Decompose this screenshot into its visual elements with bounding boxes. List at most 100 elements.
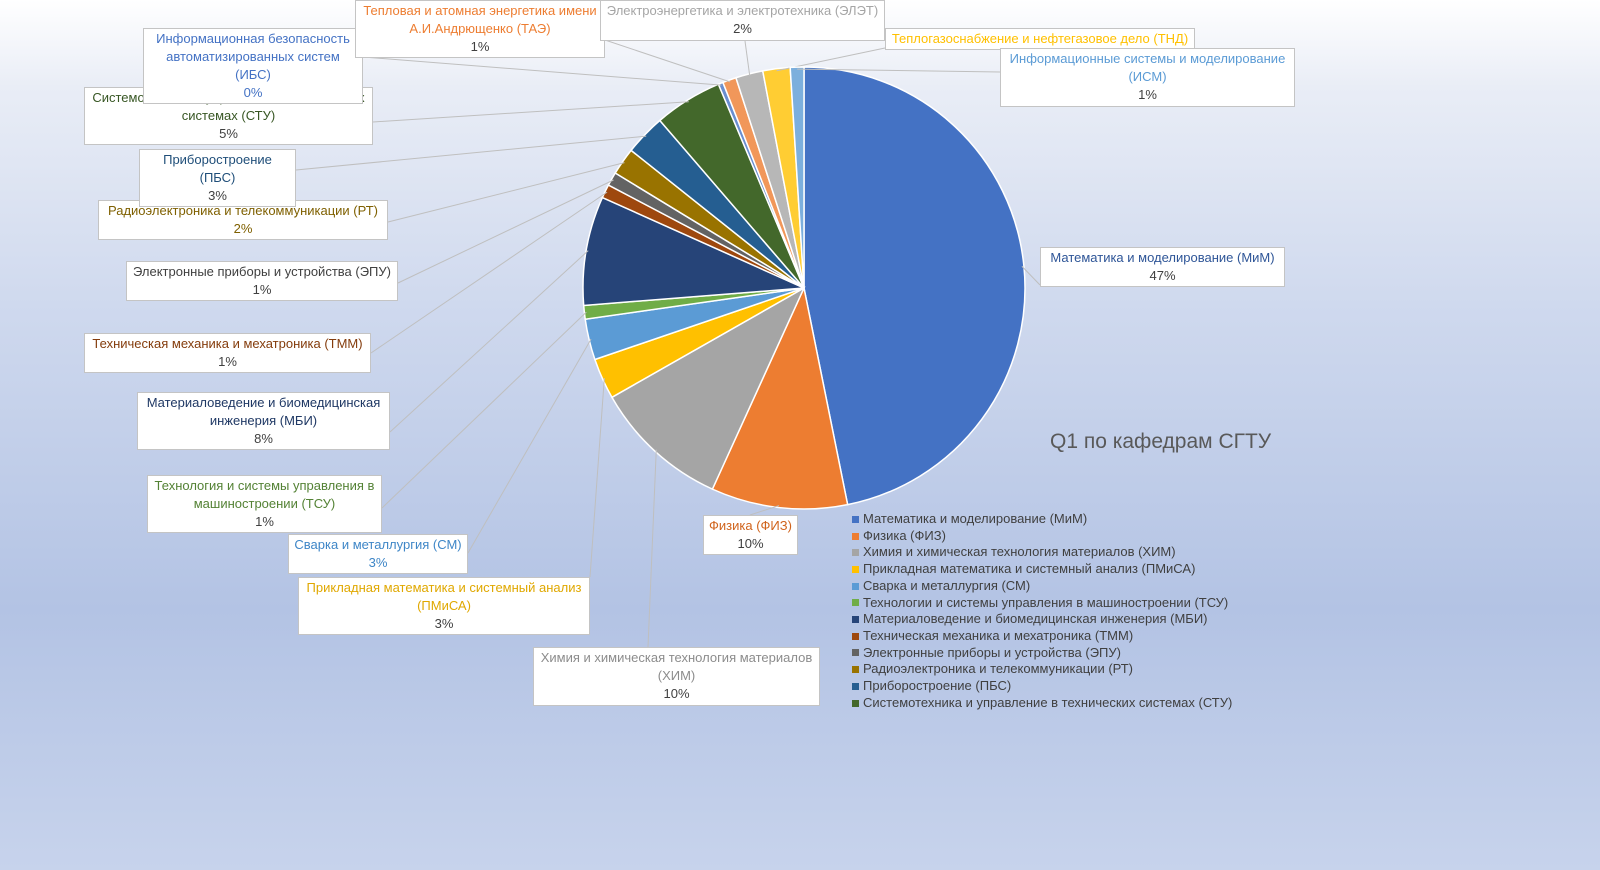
pie-slice — [803, 66, 1026, 506]
pie-slice — [610, 286, 806, 491]
legend-label: Приборостроение (ПБС) — [863, 678, 1012, 694]
legend-label: Сварка и металлургия (СМ) — [863, 577, 1031, 593]
data-label-name: Электроэнергетика и электротехника (ЭЛЭТ… — [606, 3, 879, 18]
legend-item: Прикладная математика и системный анализ… — [852, 561, 1232, 578]
data-label: Физика (ФИЗ) 10% — [703, 515, 798, 555]
data-label: Технология и системы управления в машино… — [147, 475, 382, 533]
data-label: Материаловедение и биомедицинская инжене… — [137, 392, 390, 450]
legend-item: Физика (ФИЗ) — [852, 528, 1232, 545]
data-label-name: Приборостроение (ПБС) — [163, 152, 272, 185]
data-label: Химия и химическая технология материалов… — [533, 647, 820, 706]
data-label-percent: 2% — [733, 21, 752, 36]
data-label-percent: 47% — [1149, 268, 1176, 283]
legend-swatch — [852, 515, 859, 523]
data-label: Информационная безопасность автоматизиро… — [143, 28, 363, 104]
data-label: Прикладная математика и системный анализ… — [298, 577, 590, 635]
data-label-percent: 1% — [218, 354, 237, 369]
leader-line — [1021, 265, 1041, 286]
data-label-name: Информационная безопасность автоматизиро… — [156, 31, 350, 82]
legend-item: Приборостроение (ПБС) — [852, 678, 1232, 695]
data-label-percent: 0% — [243, 85, 263, 100]
data-label: Электроэнергетика и электротехника (ЭЛЭТ… — [600, 0, 885, 41]
legend-item: Техническая механика и мехатроника (ТММ) — [852, 628, 1232, 645]
legend-item: Материаловедение и биомедицинская инжене… — [852, 611, 1232, 628]
data-label-name: Технология и системы управления в машино… — [154, 478, 375, 511]
legend-swatch — [852, 632, 859, 640]
leader-line — [604, 39, 731, 83]
data-label-percent: 1% — [252, 282, 272, 297]
legend-item: Радиоэлектроника и телекоммуникации (РТ) — [852, 661, 1232, 678]
data-label-name: Теплогазоснабжение и нефтегазовое дело (… — [891, 31, 1189, 46]
data-label-name: Математика и моделирование (МиМ) — [1050, 250, 1275, 265]
legend-label: Химия и химическая технология материалов… — [863, 544, 1176, 560]
data-label-percent: 3% — [368, 555, 388, 570]
chart-legend: Математика и моделирование (МиМ) Физика (… — [852, 511, 1232, 711]
legend-swatch — [852, 599, 859, 607]
data-label-percent: 3% — [434, 616, 454, 631]
leader-line — [744, 40, 751, 76]
legend-swatch — [852, 682, 859, 690]
legend-swatch — [852, 565, 859, 573]
data-label: Тепловая и атомная энергетика имени А.И.… — [355, 0, 605, 58]
pie-slice — [711, 285, 849, 510]
pie-slice — [789, 66, 805, 289]
leader-line — [370, 191, 608, 354]
legend-label: Системотехника и управление в технически… — [863, 694, 1233, 710]
legend-item: Системотехника и управление в технически… — [852, 695, 1232, 712]
data-label: Приборостроение (ПБС) 3% — [139, 149, 296, 207]
data-label-name: Тепловая и атомная энергетика имени А.И.… — [363, 3, 597, 36]
legend-label: Электронные приборы и устройства (ЭПУ) — [863, 644, 1121, 660]
legend-swatch — [852, 532, 859, 540]
data-label-name: Сварка и металлургия (СМ) — [294, 537, 462, 552]
pie-slice — [582, 196, 805, 307]
data-label-percent: 10% — [737, 536, 764, 551]
leader-line — [797, 68, 1001, 73]
legend-swatch — [852, 582, 859, 590]
data-label-percent: 8% — [254, 431, 273, 446]
legend-label: Техническая механика и мехатроника (ТММ) — [863, 627, 1134, 643]
leader-line — [647, 449, 657, 648]
data-label-name: Физика (ФИЗ) — [709, 518, 792, 533]
data-label: Математика и моделирование (МиМ) 47% — [1040, 247, 1285, 287]
data-label-percent: 3% — [208, 188, 227, 203]
leader-line — [372, 101, 689, 123]
legend-label: Физика (ФИЗ) — [863, 527, 946, 543]
legend-swatch — [852, 616, 859, 624]
legend-item: Математика и моделирование (МиМ) — [852, 511, 1232, 528]
legend-label: Технологии и системы управления в машино… — [863, 594, 1229, 610]
legend-item: Сварка и металлургия (СМ) — [852, 578, 1232, 595]
leader-line — [389, 250, 589, 433]
leader-line — [749, 505, 780, 516]
legend-swatch — [852, 649, 859, 657]
leader-line — [589, 377, 605, 578]
leader-line — [387, 162, 625, 223]
legend-label: Радиоэлектроника и телекоммуникации (РТ) — [863, 661, 1134, 677]
leader-line — [397, 179, 614, 284]
data-label-percent: 1% — [255, 514, 274, 529]
data-label-percent: 10% — [663, 686, 690, 701]
data-label-percent: 1% — [1138, 87, 1157, 102]
data-label-percent: 2% — [233, 221, 253, 236]
data-label-name: Прикладная математика и системный анализ… — [306, 580, 582, 613]
legend-label: Математика и моделирование (МиМ) — [863, 511, 1088, 526]
chart-title: Q1 по кафедрам СГТУ — [1050, 430, 1272, 453]
legend-item: Технологии и системы управления в машино… — [852, 595, 1232, 612]
legend-item: Химия и химическая технология материалов… — [852, 544, 1232, 561]
data-label-percent: 5% — [219, 126, 238, 141]
data-label-percent: 1% — [470, 39, 490, 54]
legend-swatch — [852, 666, 859, 674]
legend-swatch — [852, 699, 859, 707]
data-label-name: Электронные приборы и устройства (ЭПУ) — [133, 264, 391, 279]
data-label: Электронные приборы и устройства (ЭПУ) 1% — [126, 261, 398, 301]
legend-label: Материаловедение и биомедицинская инжене… — [863, 611, 1208, 627]
data-label-name: Техническая механика и мехатроника (ТММ) — [92, 336, 363, 351]
data-label-name: Материаловедение и биомедицинская инжене… — [146, 395, 381, 428]
leader-line — [381, 311, 587, 509]
data-label: Информационные системы и моделирование (… — [1000, 48, 1295, 107]
legend-label: Прикладная математика и системный анализ… — [863, 561, 1196, 577]
data-label-name: Химия и химическая технология материалов… — [540, 650, 813, 683]
data-label: Техническая механика и мехатроника (ТММ)… — [84, 333, 371, 373]
data-label-name: Информационные системы и моделирование (… — [1009, 51, 1286, 84]
leader-line — [362, 56, 722, 86]
